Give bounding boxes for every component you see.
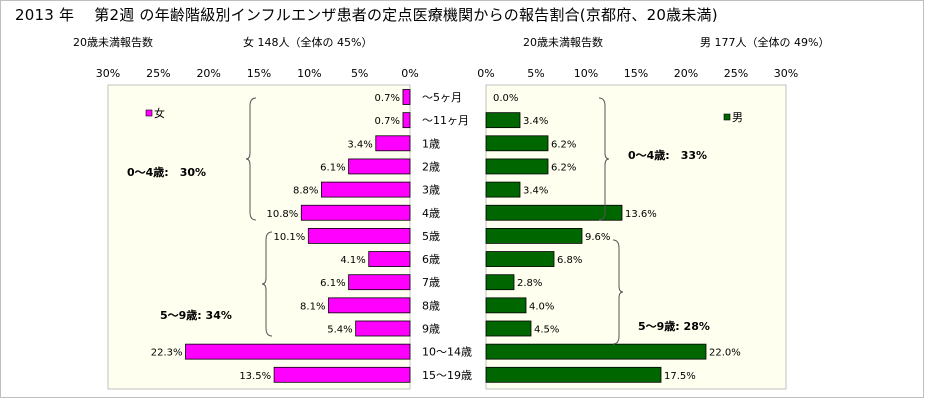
male-data-label: 0.0% <box>493 93 518 104</box>
left-subtitle-label: 20歳未満報告数 <box>73 36 153 49</box>
right-brace-5-9 <box>612 239 624 345</box>
male-data-label: 17.5% <box>664 371 696 382</box>
left-brace-0-4 <box>245 97 257 221</box>
female-data-label: 5.4% <box>327 325 352 336</box>
female-data-label: 6.1% <box>320 162 345 173</box>
female-data-label: 6.1% <box>320 278 345 289</box>
category-label: 15〜19歳 <box>422 369 472 382</box>
category-label: 10〜14歳 <box>422 346 472 359</box>
male-bar <box>485 181 521 198</box>
male-legend-label: 男 <box>732 111 743 124</box>
female-bar <box>402 112 411 129</box>
male-data-label: 6.2% <box>551 162 576 173</box>
right-axis-tick-label: 10% <box>574 67 598 80</box>
female-data-label: 13.5% <box>239 371 271 382</box>
left-axis-tick-label: 10% <box>297 67 321 80</box>
female-data-label: 0.7% <box>375 93 400 104</box>
left-axis-tick-label: 15% <box>247 67 271 80</box>
male-bar <box>485 320 532 337</box>
left-subtitle-count: 女 148人（全体の 45%） <box>243 36 373 49</box>
right-axis-tick-label: 5% <box>527 67 544 80</box>
right-axis-tick-label: 30% <box>774 67 798 80</box>
right-subtitle-label: 20歳未満報告数 <box>523 36 603 49</box>
male-data-label: 6.2% <box>551 139 576 150</box>
male-data-label: 4.5% <box>534 325 559 336</box>
chart-title: 2013 年 第2週 の年齢階級別インフルエンザ患者の定点医療機関からの報告割合… <box>15 6 718 24</box>
female-data-label: 22.3% <box>151 348 183 359</box>
category-label: 〜11ヶ月 <box>422 114 469 127</box>
male-data-label: 3.4% <box>523 116 548 127</box>
female-bar <box>307 227 411 244</box>
female-data-label: 0.7% <box>375 116 400 127</box>
female-bar <box>273 366 411 383</box>
female-bar <box>348 158 411 175</box>
left-axis-tick-label: 0% <box>401 67 418 80</box>
right-subtitle-count: 男 177人（全体の 49%） <box>700 36 830 49</box>
female-data-label: 3.4% <box>347 139 372 150</box>
right-axis-tick-label: 25% <box>724 67 748 80</box>
female-bar <box>300 204 411 221</box>
female-bar <box>185 343 411 360</box>
male-bar <box>485 204 623 221</box>
category-label: 3歳 <box>422 184 440 197</box>
male-legend-swatch <box>723 113 731 121</box>
female-data-label: 8.1% <box>300 301 325 312</box>
male-bar <box>485 343 707 360</box>
male-data-label: 3.4% <box>523 186 548 197</box>
female-bar <box>321 181 411 198</box>
female-data-label: 8.8% <box>293 186 318 197</box>
right-annotation-0-4: 0〜4歳: 33% <box>628 148 707 162</box>
category-label: 9歳 <box>422 323 440 336</box>
female-data-label: 10.8% <box>266 209 298 220</box>
left-annotation-0-4: 0〜4歳: 30% <box>127 165 206 179</box>
male-bar <box>485 274 515 291</box>
male-bar <box>485 135 549 152</box>
male-data-label: 13.6% <box>625 209 657 220</box>
category-label: 〜5ヶ月 <box>422 91 462 104</box>
male-bar <box>485 297 527 314</box>
female-data-label: 10.1% <box>274 232 306 243</box>
right-axis-tick-label: 15% <box>624 67 648 80</box>
category-label: 6歳 <box>422 253 440 266</box>
female-bar <box>348 274 411 291</box>
female-bar <box>402 89 411 105</box>
male-data-label: 4.0% <box>529 301 554 312</box>
left-axis-tick-label: 20% <box>196 67 220 80</box>
female-legend-label: 女 <box>154 106 165 120</box>
right-annotation-5-9: 5〜9歳: 28% <box>638 319 710 333</box>
male-data-label: 22.0% <box>709 348 741 359</box>
category-label: 4歳 <box>422 207 440 220</box>
left-axis-tick-label: 5% <box>351 67 368 80</box>
left-axis-tick-label: 25% <box>146 67 170 80</box>
male-bar <box>485 112 521 129</box>
male-bar <box>485 366 662 383</box>
male-data-label: 2.8% <box>517 278 542 289</box>
female-bar <box>375 135 411 152</box>
right-axis-tick-label: 20% <box>674 67 698 80</box>
category-label: 5歳 <box>422 230 440 243</box>
right-axis-tick-label: 0% <box>477 67 494 80</box>
female-legend-swatch <box>145 109 153 117</box>
right-brace-0-4 <box>598 97 610 221</box>
category-label: 1歳 <box>422 137 440 150</box>
female-bar <box>368 251 411 267</box>
left-axis-tick-label: 30% <box>96 67 120 80</box>
male-bar <box>485 158 549 175</box>
male-bar <box>485 251 555 267</box>
female-data-label: 4.1% <box>340 255 365 266</box>
female-bar <box>328 297 411 314</box>
category-label: 7歳 <box>422 276 440 289</box>
category-label: 8歳 <box>422 299 440 312</box>
left-brace-5-9 <box>261 231 273 337</box>
male-data-label: 6.8% <box>557 255 582 266</box>
male-data-label: 9.6% <box>585 232 610 243</box>
category-label: 2歳 <box>422 160 440 173</box>
male-bar <box>485 227 583 244</box>
left-annotation-5-9: 5〜9歳: 34% <box>160 308 232 322</box>
female-bar <box>355 320 411 337</box>
